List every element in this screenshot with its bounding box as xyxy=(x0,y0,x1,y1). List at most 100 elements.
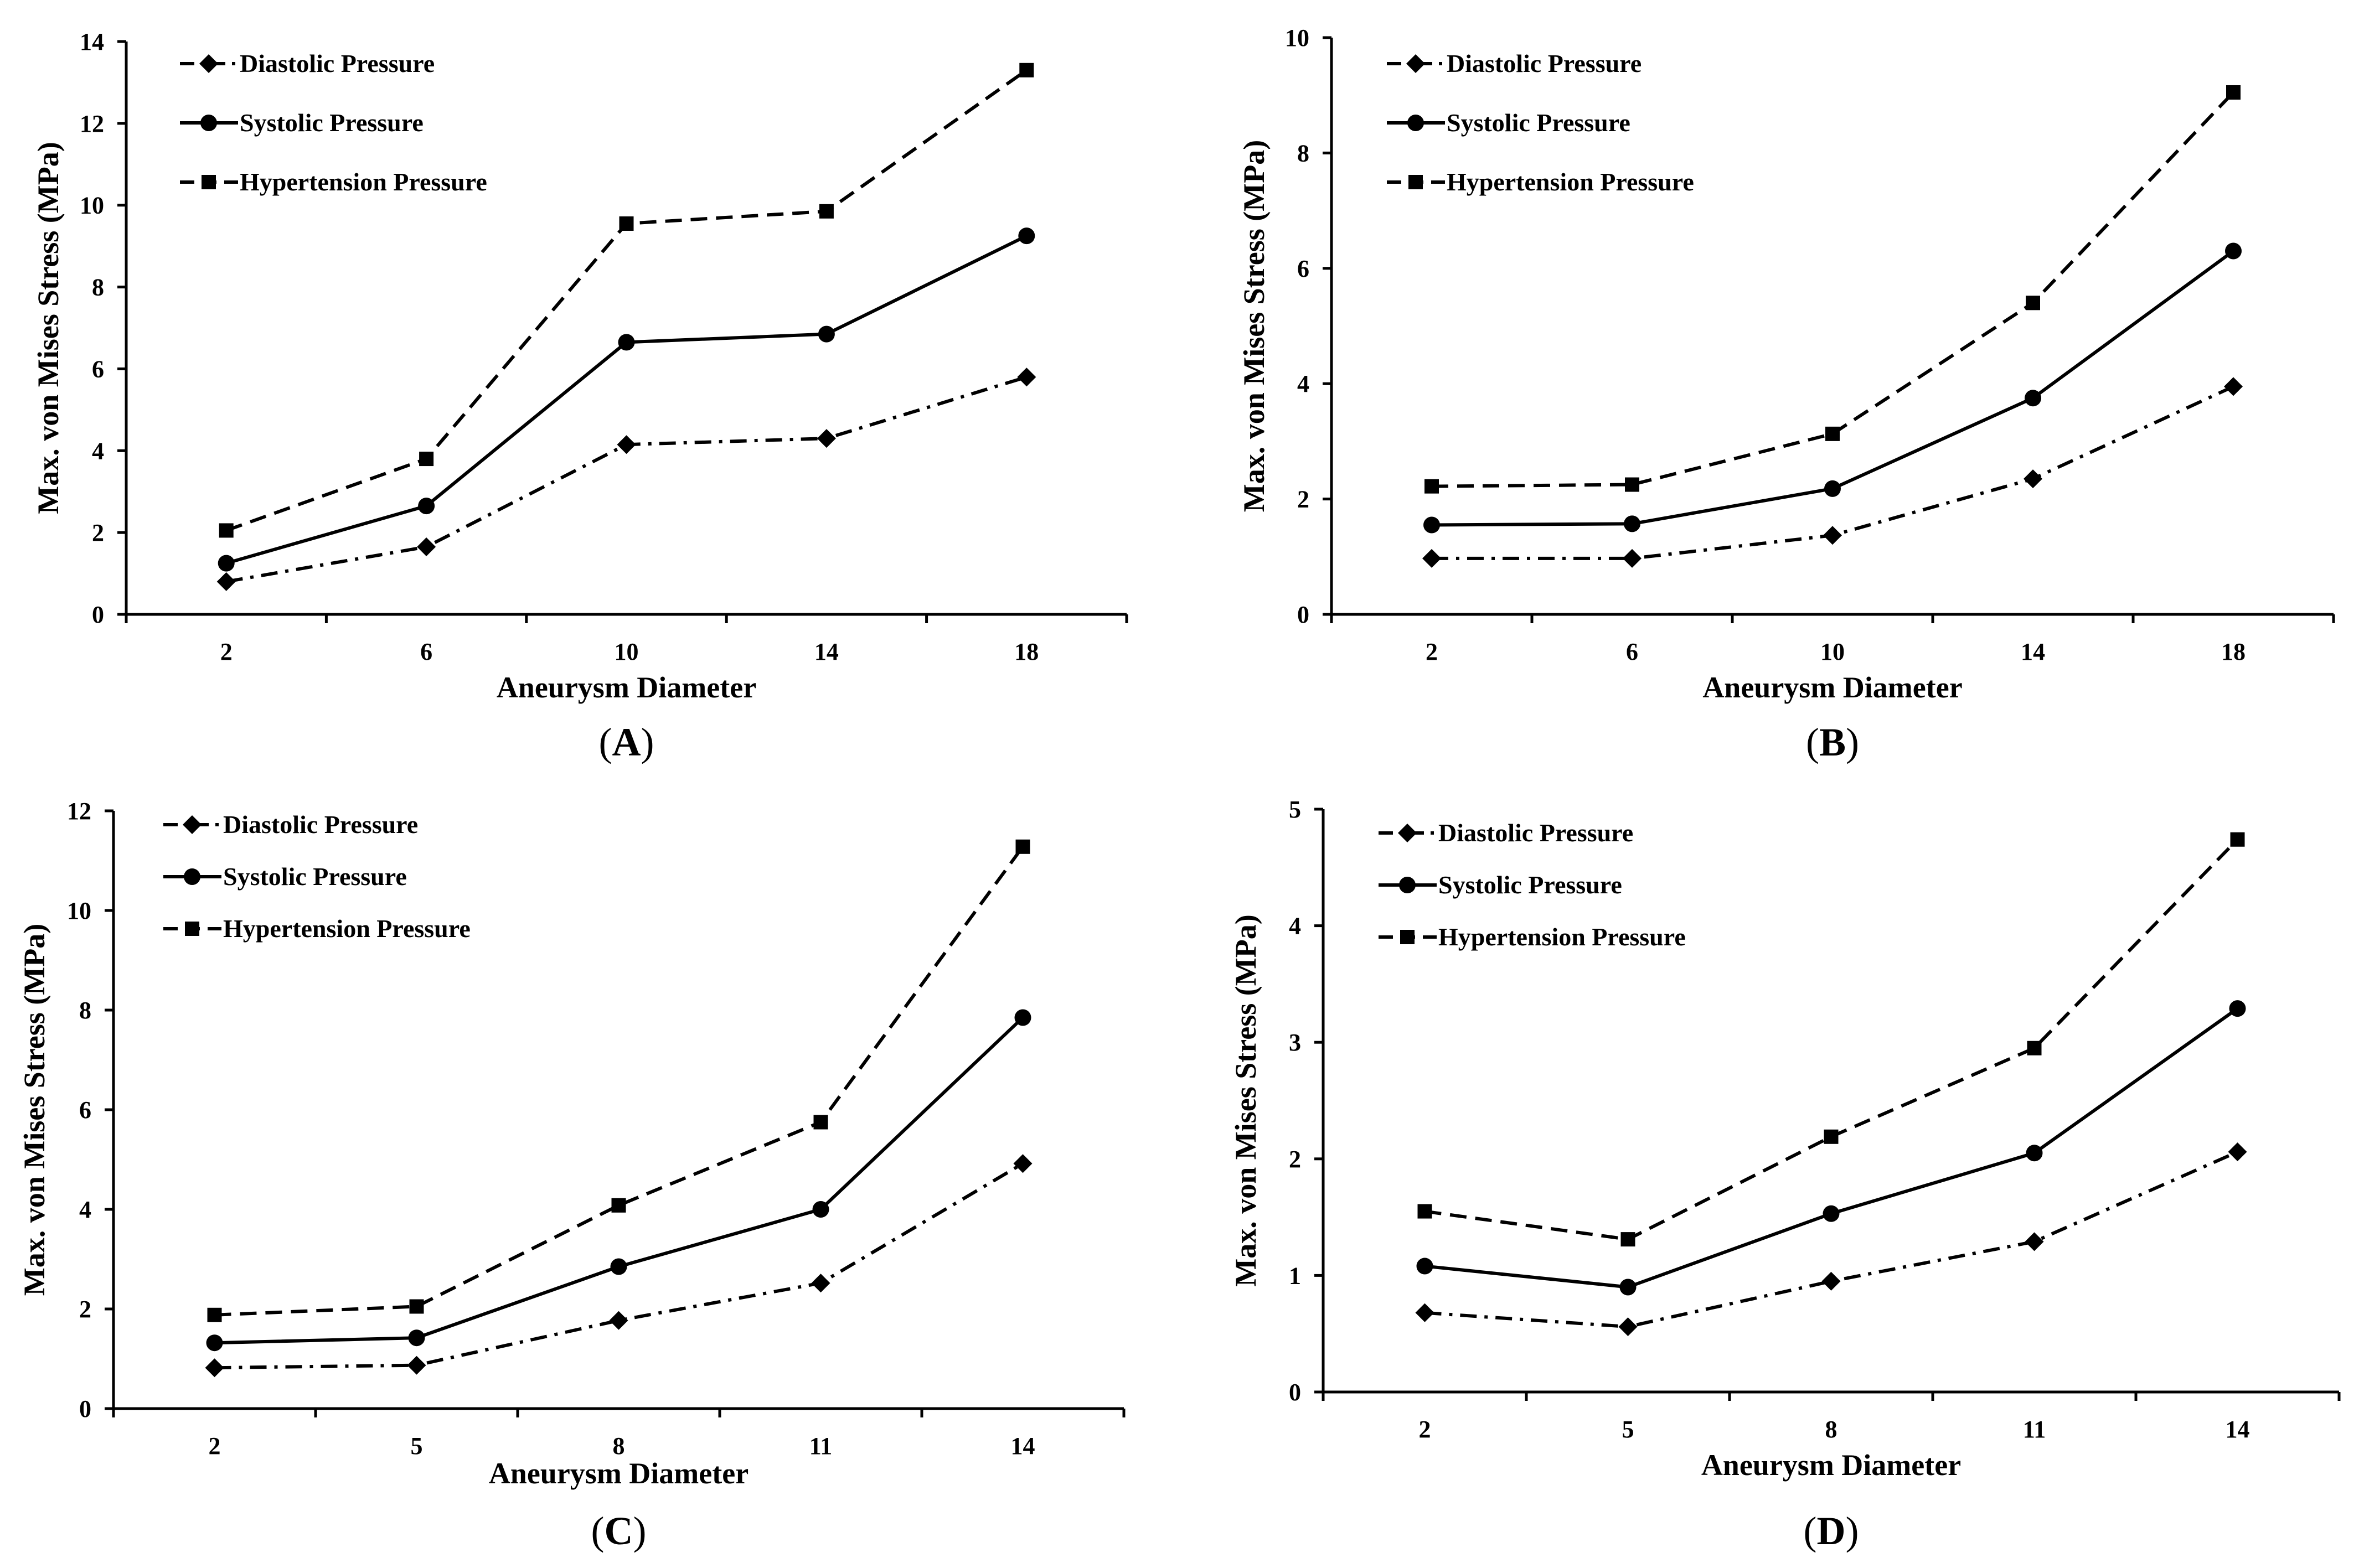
data-point-systolic-b xyxy=(2025,390,2041,407)
y-tick-label-c: 6 xyxy=(79,1096,91,1124)
data-point-systolic-c xyxy=(206,1334,223,1352)
chart-panel-d: 0 1 2 3 4 5 2 5 8 11 14 Aneurysm Diameter Max. von M… xyxy=(1229,796,2341,1553)
legend-label-diastolic-b: Diastolic Pressure xyxy=(1447,49,1642,77)
data-point-diastolic-d xyxy=(1618,1317,1638,1337)
data-point-systolic-c xyxy=(408,1329,425,1347)
y-axis-title-c: Max. von Mises Stress (MPa) xyxy=(18,924,51,1296)
panel-label-d: (D) xyxy=(1804,1509,1859,1553)
data-point-diastolic-c xyxy=(205,1358,224,1378)
y-tick-label-b: 2 xyxy=(1297,486,1309,513)
data-point-diastolic-c xyxy=(609,1311,628,1330)
data-point-hypertension-c xyxy=(409,1299,424,1314)
x-tick-label-b: 6 xyxy=(1626,638,1638,665)
y-tick-label-d: 2 xyxy=(1289,1146,1301,1173)
data-point-systolic-d xyxy=(2229,1000,2246,1017)
y-tick-label-c: 10 xyxy=(67,897,91,924)
data-point-diastolic-c xyxy=(811,1274,830,1293)
data-point-diastolic-b xyxy=(2224,377,2243,396)
legend-label-systolic-b: Systolic Pressure xyxy=(1447,108,1630,137)
y-axis-title-a: Max. von Mises Stress (MPa) xyxy=(32,142,65,514)
y-tick-label-a: 0 xyxy=(92,601,104,628)
y-tick-label-c: 0 xyxy=(79,1395,91,1422)
y-tick-label-d: 0 xyxy=(1289,1379,1301,1406)
legend-marker-diastolic-c xyxy=(183,815,202,834)
data-point-hypertension-c xyxy=(207,1307,222,1322)
x-tick-label-c: 5 xyxy=(411,1432,423,1460)
y-tick-label-a: 6 xyxy=(92,355,104,382)
data-point-systolic-a xyxy=(818,325,835,343)
y-tick-label-a: 10 xyxy=(80,192,104,219)
data-point-hypertension-b xyxy=(2026,296,2040,311)
data-point-systolic-c xyxy=(1014,1009,1031,1026)
y-tick-label-d: 3 xyxy=(1289,1029,1301,1056)
x-tick-label-a: 6 xyxy=(420,638,432,665)
series-line-diastolic-d xyxy=(1424,1150,2238,1329)
data-point-systolic-a xyxy=(618,334,635,351)
x-tick-label-c: 8 xyxy=(613,1432,625,1460)
data-point-hypertension-b xyxy=(1424,479,1439,494)
y-tick-label-c: 4 xyxy=(79,1196,91,1223)
legend-label-systolic-c: Systolic Pressure xyxy=(223,862,407,891)
legend-marker-hypertension-a xyxy=(202,175,216,189)
data-point-systolic-a xyxy=(1018,227,1035,245)
x-tick-label-b: 14 xyxy=(2021,638,2045,665)
x-tick-label-a: 10 xyxy=(615,638,639,665)
data-point-diastolic-d xyxy=(2228,1142,2247,1162)
series-line-hypertension-c xyxy=(214,846,1024,1317)
data-point-hypertension-b xyxy=(2226,85,2241,100)
data-point-systolic-a xyxy=(418,498,435,515)
legend-marker-systolic-a xyxy=(200,115,217,131)
data-point-hypertension-b xyxy=(1625,477,1639,492)
data-point-hypertension-c xyxy=(611,1198,626,1213)
series-line-systolic-d xyxy=(1424,1007,2239,1289)
series-line-systolic-a xyxy=(225,234,1028,565)
data-point-hypertension-d xyxy=(2027,1041,2042,1055)
x-tick-label-c: 11 xyxy=(809,1432,833,1460)
data-point-diastolic-b xyxy=(1623,548,1642,568)
data-point-diastolic-a xyxy=(417,537,436,557)
y-tick-label-a: 14 xyxy=(80,28,104,55)
data-point-systolic-b xyxy=(1824,480,1841,497)
series-line-hypertension-a xyxy=(225,69,1028,532)
x-tick-label-b: 10 xyxy=(1820,638,1845,665)
x-tick-label-c: 2 xyxy=(209,1432,221,1460)
data-point-diastolic-c xyxy=(1013,1154,1033,1173)
data-point-systolic-b xyxy=(2225,242,2242,260)
data-point-systolic-c xyxy=(610,1258,627,1275)
x-tick-label-d: 8 xyxy=(1825,1416,1837,1443)
legend-label-hypertension-d: Hypertension Pressure xyxy=(1438,923,1686,951)
data-point-systolic-a xyxy=(218,555,235,572)
data-point-systolic-b xyxy=(1624,515,1640,532)
legend-label-hypertension-c: Hypertension Pressure xyxy=(223,914,471,943)
y-tick-label-c: 12 xyxy=(67,798,91,825)
data-point-diastolic-d xyxy=(2025,1232,2044,1251)
data-point-systolic-c xyxy=(812,1201,829,1218)
y-tick-label-b: 10 xyxy=(1285,24,1309,51)
y-tick-label-a: 12 xyxy=(80,110,104,137)
data-point-hypertension-d xyxy=(1417,1204,1432,1219)
data-point-diastolic-d xyxy=(1415,1303,1434,1322)
y-tick-label-b: 6 xyxy=(1297,255,1309,282)
data-point-hypertension-a xyxy=(219,523,234,538)
legend-label-hypertension-b: Hypertension Pressure xyxy=(1447,168,1694,196)
panel-label-a: (A) xyxy=(599,720,654,764)
data-point-systolic-d xyxy=(1416,1257,1433,1275)
x-tick-label-a: 18 xyxy=(1014,638,1039,665)
y-tick-label-a: 8 xyxy=(92,274,104,301)
x-axis-title-d: Aneurysm Diameter xyxy=(1701,1448,1961,1482)
series-line-systolic-c xyxy=(214,1016,1024,1345)
data-point-systolic-d xyxy=(1619,1279,1637,1296)
y-tick-label-c: 2 xyxy=(79,1296,91,1323)
legend-label-systolic-a: Systolic Pressure xyxy=(240,108,424,137)
x-tick-label-d: 2 xyxy=(1419,1416,1431,1443)
chart-panel-a: 0 2 4 6 8 10 12 14 2 6 10 14 18 Aneurysm Diameter Max.… xyxy=(32,28,1128,764)
legend-marker-diastolic-a xyxy=(199,54,218,73)
data-point-diastolic-a xyxy=(1017,368,1036,387)
legend-label-systolic-d: Systolic Pressure xyxy=(1438,871,1622,899)
y-tick-label-b: 4 xyxy=(1297,370,1309,397)
data-point-hypertension-c xyxy=(1015,839,1030,854)
data-point-hypertension-b xyxy=(1825,426,1840,441)
data-point-hypertension-c xyxy=(813,1115,828,1130)
legend-marker-diastolic-d xyxy=(1398,824,1417,842)
series-line-diastolic-a xyxy=(226,375,1028,583)
